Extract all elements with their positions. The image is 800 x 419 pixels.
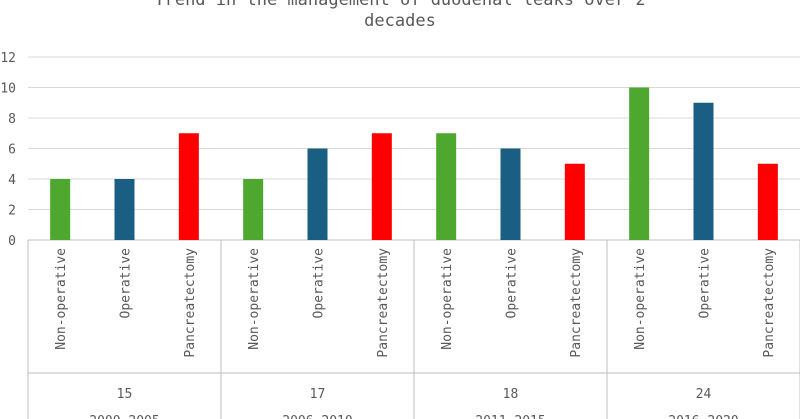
bar bbox=[693, 102, 714, 240]
period-label: 2011-2015 bbox=[475, 414, 545, 419]
y-tick-label: 10 bbox=[0, 82, 16, 97]
bar bbox=[371, 133, 392, 240]
group-total-label: 17 bbox=[310, 387, 326, 402]
category-label: Pancreatectomy bbox=[183, 248, 198, 358]
bar bbox=[307, 148, 328, 240]
bar bbox=[50, 179, 71, 240]
bar bbox=[436, 133, 457, 240]
category-label: Non-operative bbox=[247, 248, 262, 350]
category-label: Non-operative bbox=[54, 248, 69, 350]
group-total-label: 15 bbox=[117, 387, 133, 402]
bar bbox=[564, 163, 585, 240]
y-tick-label: 8 bbox=[8, 112, 16, 127]
category-label: Non-operative bbox=[633, 248, 648, 350]
category-label: Pancreatectomy bbox=[376, 248, 391, 358]
y-tick-label: 4 bbox=[8, 173, 16, 188]
bar bbox=[243, 179, 264, 240]
category-label: Non-operative bbox=[440, 248, 455, 350]
category-label: Operative bbox=[312, 248, 327, 319]
bar bbox=[757, 163, 778, 240]
category-label: Operative bbox=[119, 248, 134, 319]
chart-title-line-2: decades bbox=[364, 11, 436, 31]
y-tick-label: 0 bbox=[8, 234, 16, 249]
y-tick-label: 2 bbox=[8, 204, 16, 219]
period-label: 2000-2005 bbox=[89, 414, 159, 419]
category-label: Operative bbox=[698, 248, 713, 319]
group-total-label: 24 bbox=[696, 387, 712, 402]
category-label: Pancreatectomy bbox=[762, 248, 777, 358]
y-tick-label: 6 bbox=[8, 143, 16, 158]
period-label: 2016-2020 bbox=[668, 414, 738, 419]
category-label: Pancreatectomy bbox=[569, 248, 584, 358]
y-tick-label: 12 bbox=[0, 51, 16, 66]
group-total-label: 18 bbox=[503, 387, 519, 402]
chart-title-line-1: Trend in the management of duodenal leak… bbox=[154, 0, 646, 10]
bar bbox=[114, 179, 135, 240]
period-label: 2006-2010 bbox=[282, 414, 352, 419]
category-label: Operative bbox=[505, 248, 520, 319]
bar bbox=[629, 87, 650, 240]
bar bbox=[500, 148, 521, 240]
bar bbox=[178, 133, 199, 240]
